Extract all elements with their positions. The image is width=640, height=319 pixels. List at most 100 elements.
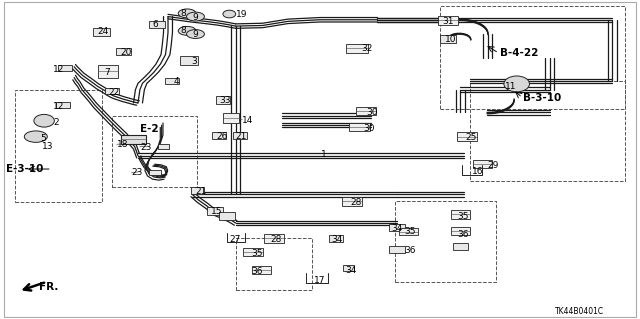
Bar — [399, 228, 418, 235]
Text: 33: 33 — [219, 96, 230, 105]
Bar — [473, 160, 492, 168]
Bar — [116, 48, 131, 55]
Text: 34: 34 — [392, 224, 403, 233]
Text: 23: 23 — [140, 143, 151, 152]
Bar — [388, 224, 404, 231]
Text: 9: 9 — [192, 31, 198, 40]
Text: 2: 2 — [53, 118, 59, 128]
Bar — [457, 132, 477, 141]
Text: 13: 13 — [42, 142, 54, 151]
Text: 12: 12 — [53, 102, 65, 111]
Bar — [216, 96, 230, 104]
Bar — [158, 144, 170, 149]
Bar — [106, 88, 120, 94]
Text: 30: 30 — [364, 124, 375, 133]
Text: 23: 23 — [132, 168, 143, 177]
Bar — [451, 227, 470, 235]
Bar — [329, 235, 343, 242]
Text: 30: 30 — [366, 108, 378, 117]
Bar — [356, 107, 376, 115]
Bar — [451, 210, 470, 219]
Bar — [388, 246, 404, 253]
Bar — [207, 207, 223, 215]
Bar — [252, 266, 271, 274]
Text: 21: 21 — [236, 132, 247, 141]
Bar — [223, 114, 239, 123]
Text: 32: 32 — [362, 44, 373, 54]
Bar — [349, 123, 370, 131]
Ellipse shape — [186, 30, 204, 39]
Bar — [342, 197, 362, 206]
Text: B-4-22: B-4-22 — [500, 48, 538, 58]
Text: 20: 20 — [121, 48, 132, 57]
Bar — [93, 28, 110, 36]
Text: 12: 12 — [53, 65, 65, 74]
Text: 27: 27 — [229, 235, 241, 244]
Bar — [440, 35, 456, 43]
Text: 22: 22 — [108, 88, 119, 97]
Ellipse shape — [24, 131, 47, 142]
Bar — [452, 243, 468, 250]
Text: 5: 5 — [40, 134, 46, 143]
Bar — [396, 201, 495, 282]
Bar — [149, 20, 165, 28]
Text: E-2: E-2 — [140, 124, 159, 134]
Bar — [56, 102, 70, 108]
Text: 28: 28 — [351, 198, 362, 207]
Text: 4: 4 — [173, 77, 179, 86]
Text: 14: 14 — [242, 116, 253, 125]
Text: 36: 36 — [251, 267, 262, 276]
Ellipse shape — [504, 76, 529, 92]
Bar — [113, 116, 197, 188]
Text: E-3-10: E-3-10 — [6, 164, 43, 174]
Text: 29: 29 — [487, 161, 499, 170]
Bar — [150, 170, 161, 175]
Text: 18: 18 — [117, 140, 129, 149]
Text: FR.: FR. — [39, 282, 58, 292]
Text: 6: 6 — [153, 20, 159, 29]
Ellipse shape — [186, 12, 204, 21]
Text: 7: 7 — [104, 68, 110, 77]
Text: 9: 9 — [192, 13, 198, 22]
Ellipse shape — [178, 9, 196, 18]
Bar — [243, 248, 262, 256]
Bar — [165, 78, 179, 84]
Text: 35: 35 — [404, 227, 416, 236]
Bar — [440, 6, 625, 109]
Bar — [15, 90, 102, 202]
Bar — [343, 265, 355, 271]
Bar — [236, 238, 312, 290]
Text: 36: 36 — [458, 230, 469, 239]
Text: B-3-10: B-3-10 — [523, 93, 561, 103]
Bar — [346, 44, 368, 53]
Ellipse shape — [178, 26, 196, 35]
Text: 21: 21 — [195, 187, 207, 197]
Bar — [121, 135, 147, 144]
Text: 34: 34 — [332, 235, 343, 244]
Bar — [233, 132, 247, 139]
Text: 24: 24 — [98, 27, 109, 36]
Bar — [180, 56, 198, 65]
Bar — [470, 81, 625, 181]
Text: 17: 17 — [314, 276, 325, 285]
Text: 35: 35 — [251, 249, 262, 258]
Text: 10: 10 — [445, 35, 456, 44]
Text: 34: 34 — [346, 265, 357, 275]
Text: 8: 8 — [180, 9, 186, 18]
Text: 1: 1 — [321, 150, 327, 159]
Text: 31: 31 — [443, 17, 454, 26]
Text: 11: 11 — [505, 82, 516, 91]
Text: 25: 25 — [466, 133, 477, 142]
Bar — [191, 188, 204, 194]
Bar — [264, 234, 284, 243]
Text: 35: 35 — [458, 211, 469, 220]
Text: 26: 26 — [216, 132, 228, 141]
Bar — [58, 65, 72, 71]
Text: 8: 8 — [180, 26, 186, 35]
Text: 36: 36 — [404, 247, 416, 256]
Text: 28: 28 — [270, 235, 282, 244]
Text: TK44B0401C: TK44B0401C — [555, 308, 604, 316]
Text: 15: 15 — [211, 207, 223, 216]
Ellipse shape — [223, 10, 236, 18]
Text: 16: 16 — [472, 167, 483, 176]
